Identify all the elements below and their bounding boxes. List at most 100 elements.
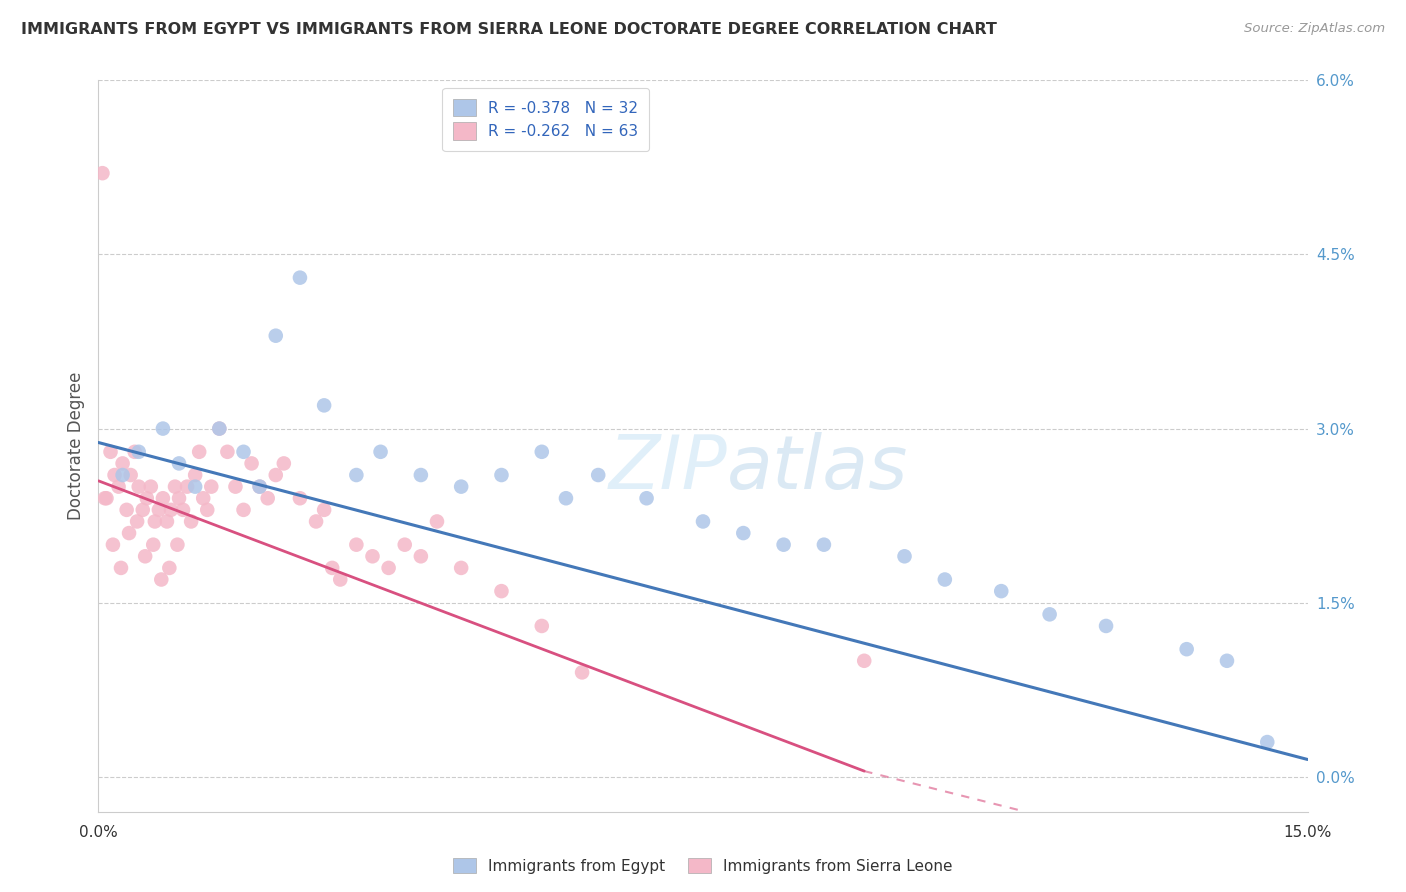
Point (273, 457, 295, 471)
Point (1039, 607, 1062, 622)
Point (157, 561, 180, 575)
Point (1216, 654, 1239, 668)
Point (530, 619, 553, 633)
Point (184, 480, 207, 494)
Point (193, 491, 215, 506)
Point (530, 445, 553, 459)
Point (128, 445, 150, 459)
Point (152, 491, 174, 506)
Point (1256, 735, 1278, 749)
Point (91, 166, 114, 180)
Point (264, 468, 287, 483)
Text: ZIP: ZIP (609, 432, 727, 504)
Point (208, 421, 231, 435)
Point (240, 457, 263, 471)
Point (491, 584, 513, 599)
Point (1175, 642, 1198, 657)
Point (586, 468, 609, 483)
Point (813, 538, 835, 552)
Point (208, 421, 231, 435)
Point (249, 480, 271, 494)
Point (143, 515, 166, 529)
Point (167, 491, 190, 506)
Point (934, 573, 956, 587)
Point (450, 480, 472, 494)
Text: atlas: atlas (727, 432, 908, 504)
Point (692, 515, 714, 529)
Point (176, 480, 198, 494)
Point (127, 515, 149, 529)
Point (217, 445, 239, 459)
Point (450, 561, 472, 575)
Point (329, 573, 352, 587)
Point (426, 515, 449, 529)
Point (180, 515, 202, 529)
Point (184, 468, 207, 483)
Point (344, 538, 367, 552)
Point (132, 503, 155, 517)
Point (200, 480, 222, 494)
Point (135, 491, 157, 506)
Point (491, 468, 513, 483)
Point (124, 445, 146, 459)
Point (195, 503, 218, 517)
Point (893, 549, 915, 564)
Point (571, 665, 593, 680)
Point (409, 468, 432, 483)
Point (377, 561, 399, 575)
Point (107, 480, 129, 494)
Point (409, 549, 432, 564)
Point (120, 468, 142, 483)
Point (394, 538, 416, 552)
Point (636, 491, 658, 506)
Point (160, 503, 183, 517)
Point (100, 445, 122, 459)
Point (188, 445, 211, 459)
Point (314, 503, 336, 517)
Y-axis label: Doctorate Degree: Doctorate Degree (66, 372, 84, 520)
Point (361, 549, 384, 564)
Point (166, 538, 188, 552)
Point (249, 480, 271, 494)
Point (990, 584, 1012, 599)
Point (111, 457, 134, 471)
Point (555, 491, 578, 506)
Point (142, 538, 165, 552)
Point (172, 503, 194, 517)
Point (148, 503, 170, 517)
Point (288, 270, 311, 285)
Point (128, 480, 150, 494)
Point (305, 515, 328, 529)
Point (853, 654, 876, 668)
Point (772, 538, 794, 552)
Legend: Immigrants from Egypt, Immigrants from Sierra Leone: Immigrants from Egypt, Immigrants from S… (447, 852, 959, 880)
Point (156, 515, 179, 529)
Point (152, 421, 174, 435)
Point (94, 491, 117, 506)
Point (321, 561, 343, 575)
Point (370, 445, 392, 459)
Point (733, 526, 755, 541)
Point (110, 561, 132, 575)
Point (232, 445, 254, 459)
Point (134, 549, 156, 564)
Point (111, 468, 134, 483)
Point (167, 457, 190, 471)
Point (232, 503, 254, 517)
Point (163, 480, 186, 494)
Point (96, 491, 118, 506)
Text: Source: ZipAtlas.com: Source: ZipAtlas.com (1244, 22, 1385, 36)
Point (139, 480, 162, 494)
Point (288, 491, 311, 506)
Point (314, 398, 336, 412)
Point (118, 526, 141, 541)
Point (344, 468, 367, 483)
Point (103, 468, 125, 483)
Point (150, 573, 173, 587)
Point (264, 328, 287, 343)
Text: IMMIGRANTS FROM EGYPT VS IMMIGRANTS FROM SIERRA LEONE DOCTORATE DEGREE CORRELATI: IMMIGRANTS FROM EGYPT VS IMMIGRANTS FROM… (21, 22, 997, 37)
Point (1095, 619, 1118, 633)
Point (224, 480, 246, 494)
Point (115, 503, 138, 517)
Legend: R = -0.378   N = 32, R = -0.262   N = 63: R = -0.378 N = 32, R = -0.262 N = 63 (443, 88, 650, 151)
